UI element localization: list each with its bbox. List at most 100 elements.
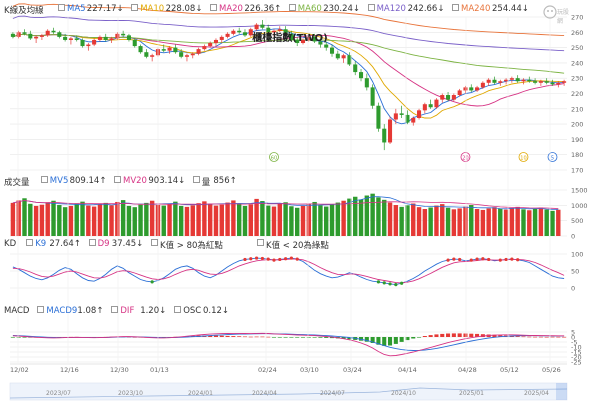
volume-bar xyxy=(167,203,172,236)
volume-ytick: 1000 xyxy=(571,202,588,210)
navigator-month-label: 2025/01 xyxy=(459,390,484,397)
kd-red-dot xyxy=(243,257,247,262)
volume-bar xyxy=(74,203,79,236)
price-ytick: 180 xyxy=(571,151,583,159)
legend-value: 809.14↑ xyxy=(69,176,107,186)
volume-bar xyxy=(434,205,439,236)
navigator-month-label: 2023/07 xyxy=(46,390,71,397)
candle xyxy=(335,53,340,59)
volume-bar xyxy=(149,200,155,236)
legend-checkbox[interactable] xyxy=(174,306,182,313)
legend-value: 856↑ xyxy=(213,176,237,186)
volume-bar xyxy=(318,205,323,236)
legend-checkbox[interactable] xyxy=(131,4,139,11)
volume-bar xyxy=(300,205,306,236)
kd-red-dot xyxy=(260,256,264,261)
macd-osc-bar xyxy=(457,333,462,337)
volume-bar xyxy=(196,203,201,236)
candle xyxy=(515,78,520,82)
legend-checkbox[interactable] xyxy=(114,176,121,183)
navigator-line xyxy=(9,387,568,399)
volume-bar xyxy=(103,202,108,236)
macd-ytick: 5 xyxy=(571,329,575,337)
macd-osc-bar xyxy=(300,337,306,338)
x-tick-label: 03/24 xyxy=(343,366,362,374)
macd-osc-bar xyxy=(266,336,271,338)
candle xyxy=(358,72,364,79)
candle xyxy=(138,46,143,53)
candle xyxy=(422,104,427,111)
legend-checkbox[interactable] xyxy=(58,4,65,11)
candle xyxy=(277,29,282,31)
kd-ytick: 0 xyxy=(571,285,575,293)
x-tick-label: 05/26 xyxy=(542,366,561,374)
legend-checkbox[interactable] xyxy=(192,176,200,183)
legend-label: MV5 xyxy=(49,176,69,186)
legend-value: 242.66↓ xyxy=(407,4,445,14)
macd-osc-bar xyxy=(556,336,561,338)
macd-osc-bar xyxy=(208,335,213,337)
candle xyxy=(457,90,462,96)
candle xyxy=(329,47,335,54)
volume-bar xyxy=(213,205,219,236)
candle xyxy=(475,87,480,91)
candle xyxy=(341,55,346,59)
candle xyxy=(103,36,108,40)
volume-bar xyxy=(126,205,132,236)
kd-red-dot xyxy=(283,257,288,261)
candle xyxy=(440,95,445,100)
volume-bar xyxy=(538,207,544,236)
legend-label: OSC xyxy=(183,306,202,316)
legend-checkbox[interactable] xyxy=(26,239,34,246)
volume-bar xyxy=(80,201,85,236)
navigator-window xyxy=(556,383,567,400)
candle xyxy=(544,81,549,83)
macd-osc-bar xyxy=(475,333,480,337)
macd-osc-bar xyxy=(231,336,236,337)
legend-checkbox[interactable] xyxy=(88,239,96,246)
price-ytick: 220 xyxy=(571,90,583,98)
macd-osc-bar xyxy=(22,337,27,338)
kd-red-dot xyxy=(498,258,502,262)
price-ytick: 200 xyxy=(571,121,583,129)
volume-bar xyxy=(254,198,259,236)
legend-checkbox[interactable] xyxy=(40,176,48,183)
volume-bar xyxy=(39,204,45,236)
macd-osc-bar xyxy=(295,337,300,338)
candle xyxy=(318,41,323,45)
price-ytick: 240 xyxy=(571,59,583,67)
macd-osc-bar xyxy=(364,337,369,342)
macd-osc-bar xyxy=(277,337,282,338)
volume-bar xyxy=(405,205,410,236)
kd-green-dot xyxy=(382,281,386,285)
x-tick-label: 12/02 xyxy=(10,366,29,374)
candle xyxy=(219,36,224,40)
legend-checkbox[interactable] xyxy=(151,239,158,246)
volume-bar xyxy=(393,205,399,236)
volume-ytick: 1500 xyxy=(571,187,588,195)
legend-checkbox[interactable] xyxy=(37,306,45,313)
volume-bar xyxy=(550,210,555,236)
macd-osc-bar xyxy=(132,337,137,338)
x-tick-label: 01/13 xyxy=(150,366,169,374)
candle xyxy=(469,87,474,91)
candle xyxy=(428,104,433,108)
kd-red-dot xyxy=(504,257,508,262)
legend-checkbox[interactable] xyxy=(210,4,217,11)
volume-bar xyxy=(289,206,294,236)
price-ytick: 260 xyxy=(571,29,583,37)
legend-checkbox[interactable] xyxy=(257,239,264,246)
legend-checkbox[interactable] xyxy=(288,4,296,11)
price-ytick: 270 xyxy=(571,14,583,22)
x-tick-label: 04/14 xyxy=(398,366,417,374)
candle xyxy=(260,24,265,28)
macd-ytick: -10 xyxy=(571,344,582,352)
candle xyxy=(521,79,526,82)
candle xyxy=(393,113,398,120)
volume-ytick: 500 xyxy=(571,217,583,225)
legend-checkbox[interactable] xyxy=(111,306,119,313)
legend-checkbox[interactable] xyxy=(367,4,375,11)
legend-checkbox[interactable] xyxy=(452,4,459,11)
legend-value: 1.20↓ xyxy=(140,306,167,316)
